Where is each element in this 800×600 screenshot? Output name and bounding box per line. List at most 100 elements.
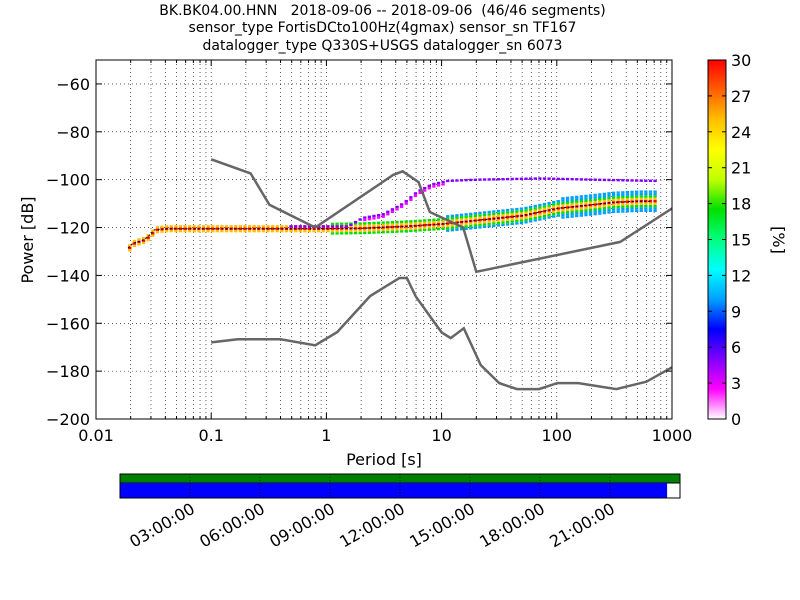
heatmap-cell [399,227,404,231]
heatmap-cell [584,213,588,217]
heatmap-cell [611,208,616,211]
heatmap-cell [289,225,293,228]
heatmap-cell [363,222,367,225]
timeline-tick-label: 21:00:00 [546,499,618,551]
heatmap-cell [584,178,588,181]
heatmap-cell [588,208,593,212]
heatmap-cell [418,229,422,232]
heatmap-cell [455,221,459,224]
heatmap-cell [390,223,395,226]
heatmap-cell [423,226,427,229]
heatmap-cell [418,224,422,227]
heatmap-cell [469,178,473,182]
heatmap-cell [607,204,611,207]
heatmap-cell [616,191,620,194]
heatmap-cell [588,211,593,214]
heatmap-cell [413,229,418,232]
heatmap-cell [349,232,353,235]
heatmap-cell [367,217,372,221]
heatmap-cell [169,225,173,228]
heatmap-cell [473,224,478,227]
heatmap-cell [427,187,431,190]
heatmap-cell [164,225,169,228]
heatmap-cell [399,203,404,206]
heatmap-cell [556,204,560,208]
heatmap-cell [625,190,630,194]
heatmap-cell [353,229,358,232]
heatmap-cell [487,213,491,216]
heatmap-cell [247,229,252,233]
heatmap-cell [478,223,482,227]
heatmap-cell [409,198,413,201]
heatmap-cell [616,193,620,197]
x-tick-label: 10 [431,426,451,445]
heatmap-cell [404,202,408,205]
heatmap-cell [478,178,482,181]
heatmap-cell [298,229,302,233]
title-line-2: sensor_type FortisDCto100Hz(4gmax) senso… [188,20,577,36]
heatmap-cell [561,211,565,214]
heatmap-cell [570,196,574,199]
heatmap-cell [630,195,634,198]
heatmap-cell [598,178,602,181]
heatmap-cell [653,207,657,210]
heatmap-cell [353,220,358,224]
heatmap-cell [381,223,385,227]
heatmap-cell [464,217,468,221]
heatmap-cell [634,209,639,213]
heatmap-cell [284,229,289,233]
heatmap-cell [459,223,464,226]
heatmap-cell [284,225,289,228]
heatmap-cell [510,217,514,221]
heatmap-cell [634,179,639,182]
heatmap-cell [565,208,570,212]
heatmap-cell [478,221,482,224]
heatmap-cell [644,207,648,210]
heatmap-cell [330,232,335,235]
heatmap-cell [575,200,579,203]
y-axis-label: Power [dB] [18,196,37,283]
heatmap-cell [616,200,620,204]
heatmap-cell [519,177,524,181]
heatmap-cell [160,225,164,229]
heatmap-cell [653,202,657,205]
heatmap-cell [326,229,330,233]
heatmap-cell [621,205,625,208]
heatmap-cell [395,230,399,233]
heatmap-cell [399,220,404,224]
heatmap-cell [533,207,537,210]
heatmap-cell [455,179,459,182]
heatmap-cell [146,234,150,237]
heatmap-cell [423,189,427,192]
heatmap-cell [598,209,602,213]
heatmap-cell [386,223,390,227]
heatmap-cell [266,227,270,230]
heatmap-cell [436,225,441,228]
heatmap-cell [533,204,537,208]
heatmap-cell [270,229,275,233]
heatmap-cell [238,229,243,233]
heatmap-cell [307,229,312,233]
heatmap-cell [505,208,510,212]
heatmap-cell [570,200,574,204]
heatmap-cell [358,224,362,228]
heatmap-cell [243,227,247,230]
heatmap-cell [404,227,408,231]
heatmap-cell [478,216,482,219]
heatmap-cell [275,229,279,233]
heatmap-cell [510,222,514,226]
heatmap-cell [303,229,307,233]
heatmap-cell [565,213,570,216]
heatmap-cell [598,195,602,199]
heatmap-cell [330,229,335,233]
heatmap-cell [529,215,533,218]
heatmap-cell [409,222,413,225]
heatmap-cell [376,223,381,227]
heatmap-cell [257,229,261,233]
heatmap-cell [644,197,648,201]
heatmap-cell [538,215,542,219]
heatmap-cell [653,190,657,193]
heatmap-cell [335,227,339,230]
heatmap-cell [441,183,445,186]
heatmap-cell [404,220,408,223]
